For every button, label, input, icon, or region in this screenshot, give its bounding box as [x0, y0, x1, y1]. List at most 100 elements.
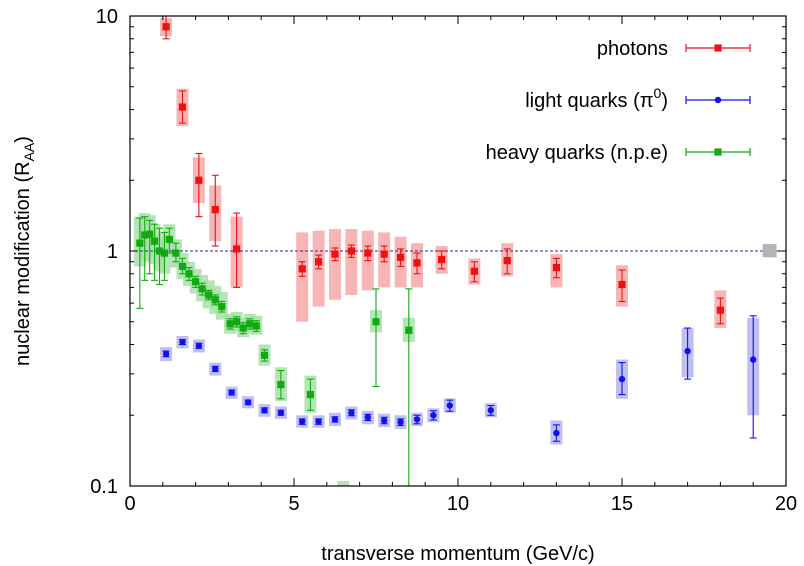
heavy-quarks-n-p-e-point-13	[211, 296, 219, 304]
heavy-quarks-n-p-e-point-2	[146, 230, 154, 238]
y-tick-label-0.1: 0.1	[90, 476, 118, 498]
photons-point-17	[618, 280, 626, 289]
heavy-quarks-n-p-e-point-8	[178, 262, 187, 270]
legend-marker-heavy-quarks-n-p-e	[714, 148, 722, 156]
heavy-quarks-n-p-e-point-16	[233, 318, 241, 326]
legend-sup-light-quarks-0: 0	[654, 85, 662, 101]
photons-point-15	[503, 257, 511, 265]
light-quarks-0-point-3	[212, 365, 219, 373]
heavy-quarks-n-p-e-point-11	[198, 285, 206, 293]
x-tick-label-15: 15	[611, 493, 633, 515]
heavy-quarks-n-p-e-point-20	[260, 351, 269, 359]
photons-point-14	[470, 267, 478, 275]
photons-point-16	[552, 263, 560, 272]
photons-point-9	[364, 249, 372, 257]
light-quarks-0-point-9	[315, 418, 322, 425]
photons-point-2	[195, 176, 203, 184]
heavy-quarks-n-p-e-band-23	[337, 481, 350, 486]
heavy-quarks-n-p-e-point-19	[252, 322, 260, 330]
light-quarks-0-point-12	[364, 414, 371, 421]
light-quarks-0-point-5	[244, 399, 252, 406]
light-quarks-0-point-16	[430, 412, 437, 419]
legend-text-photons: photons	[597, 38, 668, 60]
heavy-quarks-n-p-e-point-17	[239, 324, 247, 332]
photons-point-10	[380, 250, 388, 258]
x-tick-label-0: 0	[124, 493, 135, 515]
photons-point-8	[347, 247, 355, 255]
photons-point-5	[298, 265, 306, 273]
data-points	[136, 16, 757, 512]
light-quarks-0-point-22	[750, 356, 757, 363]
photons-band-5	[296, 232, 309, 322]
heavy-quarks-n-p-e-point-12	[205, 291, 213, 299]
light-quarks-0-point-17	[446, 402, 453, 409]
heavy-quarks-n-p-e-point-14	[218, 302, 226, 311]
heavy-quarks-n-p-e-point-15	[226, 320, 234, 328]
light-quarks-0-point-10	[331, 416, 339, 423]
light-quarks-0-point-14	[397, 418, 404, 426]
legend-text-heavy-quarks-n-p-e: heavy quarks (n.p.e)	[486, 142, 668, 164]
light-quarks-0-point-4	[228, 389, 235, 396]
y-tick-label-10: 10	[96, 6, 118, 28]
photons-point-12	[413, 259, 421, 267]
y-axis-title: nuclear modification (RAA)	[12, 136, 37, 366]
heavy-quarks-n-p-e-point-23	[340, 505, 347, 512]
photons-point-1	[178, 103, 187, 111]
heavy-quarks-n-p-e-point-21	[277, 381, 285, 389]
photons-band-8	[345, 229, 358, 295]
light-quarks-0-point-21	[684, 347, 691, 355]
legend-text-light-quarks-0: light quarks (π	[525, 90, 653, 112]
heavy-quarks-n-p-e-point-7	[172, 249, 180, 257]
heavy-quarks-n-p-e-point-5	[160, 249, 169, 257]
heavy-quarks-n-p-e-point-3	[151, 237, 159, 245]
heavy-quarks-n-p-e-point-25	[405, 326, 413, 334]
light-quarks-0-point-13	[381, 417, 388, 424]
photons-point-4	[233, 245, 241, 253]
x-axis-title: transverse momentum (GeV/c)	[321, 543, 594, 565]
x-tick-label-10: 10	[447, 493, 469, 515]
light-quarks-0-point-2	[195, 342, 203, 349]
heavy-quarks-n-p-e-point-9	[185, 270, 193, 278]
heavy-quarks-n-p-e-point-18	[246, 320, 254, 328]
light-quarks-0-point-6	[261, 407, 268, 414]
x-tick-label-20: 20	[775, 493, 797, 515]
light-quarks-0-point-1	[179, 338, 186, 346]
y-axis-title-main: nuclear modification (R	[12, 161, 34, 366]
photons-band-7	[329, 229, 341, 300]
light-quarks-0-point-0	[162, 350, 170, 358]
light-quarks-0-point-15	[413, 416, 421, 423]
light-quarks-0-point-7	[277, 409, 285, 416]
legend-label-light-quarks-0: light quarks (π0)	[525, 85, 668, 112]
legend-marker-photons	[714, 44, 722, 52]
light-quarks-0-point-19	[553, 429, 560, 437]
light-quarks-0-point-20	[618, 375, 626, 383]
y-axis-title-close: )	[12, 136, 34, 143]
heavy-quarks-n-p-e-point-4	[155, 247, 164, 255]
heavy-quarks-n-p-e-point-22	[306, 390, 314, 399]
photons-point-3	[211, 206, 219, 214]
photons-point-13	[438, 255, 446, 264]
normalization-box	[762, 244, 777, 258]
photons-point-0	[162, 23, 170, 31]
legend-label-photons: photons	[597, 38, 668, 60]
light-quarks-0-point-8	[299, 418, 306, 425]
photons-point-18	[716, 306, 724, 314]
heavy-quarks-n-p-e-point-10	[192, 278, 200, 286]
photons-point-6	[315, 258, 323, 266]
heavy-quarks-n-p-e-point-1	[141, 231, 149, 239]
light-quarks-0-point-18	[487, 407, 494, 414]
x-tick-label-5: 5	[288, 493, 299, 515]
legend-marker-light-quarks-0	[714, 96, 722, 104]
legend: photons light quarks (π0) heavy quarks (n.…	[486, 38, 751, 164]
legend-suffix-light-quarks-0: )	[661, 90, 668, 112]
y-axis-title-sub: AA	[21, 142, 37, 161]
heavy-quarks-n-p-e-point-24	[372, 318, 380, 326]
axis-ticks: 0 5 10 15 20 0.1 1 10	[90, 6, 797, 515]
photons-point-11	[397, 253, 405, 261]
light-quarks-0-point-11	[348, 409, 355, 416]
heavy-quarks-n-p-e-point-0	[136, 239, 144, 247]
legend-label-heavy-quarks-n-p-e: heavy quarks (n.p.e)	[486, 142, 668, 164]
y-tick-label-1: 1	[107, 241, 118, 263]
photons-point-7	[331, 250, 339, 258]
